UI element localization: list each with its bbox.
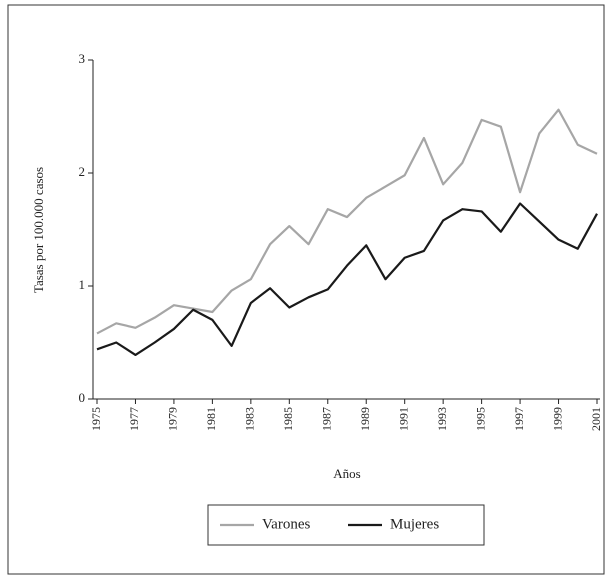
x-axis-label: Años <box>333 466 360 481</box>
y-tick-label: 0 <box>79 390 86 405</box>
x-tick-label: 1983 <box>243 407 257 431</box>
x-tick-label: 1995 <box>473 407 487 431</box>
line-series <box>96 202 598 357</box>
x-tick-label: 1997 <box>512 407 526 431</box>
x-tick-label: 1981 <box>204 407 218 431</box>
x-tick-label: 1985 <box>281 407 295 431</box>
x-tick-label: 1991 <box>396 407 410 431</box>
x-tick-label: 1977 <box>127 407 141 431</box>
legend-label: Varones <box>262 516 310 532</box>
x-tick-label: 1999 <box>550 407 564 431</box>
x-tick-label: 2001 <box>589 407 603 431</box>
x-tick-label: 1987 <box>320 407 334 431</box>
x-tick-label: 1989 <box>358 407 372 431</box>
line-series <box>96 108 598 335</box>
legend-label: Mujeres <box>390 516 439 532</box>
frame <box>7 4 605 575</box>
y-tick-label: 2 <box>79 164 86 179</box>
x-tick-label: 1975 <box>89 407 103 431</box>
y-axis-label: Tasas por 100.000 casos <box>31 167 46 293</box>
y-tick-label: 3 <box>79 51 86 66</box>
x-tick-label: 1993 <box>435 407 449 431</box>
x-tick-label: 1979 <box>166 407 180 431</box>
y-tick-label: 1 <box>79 277 86 292</box>
legend-box <box>207 504 485 546</box>
